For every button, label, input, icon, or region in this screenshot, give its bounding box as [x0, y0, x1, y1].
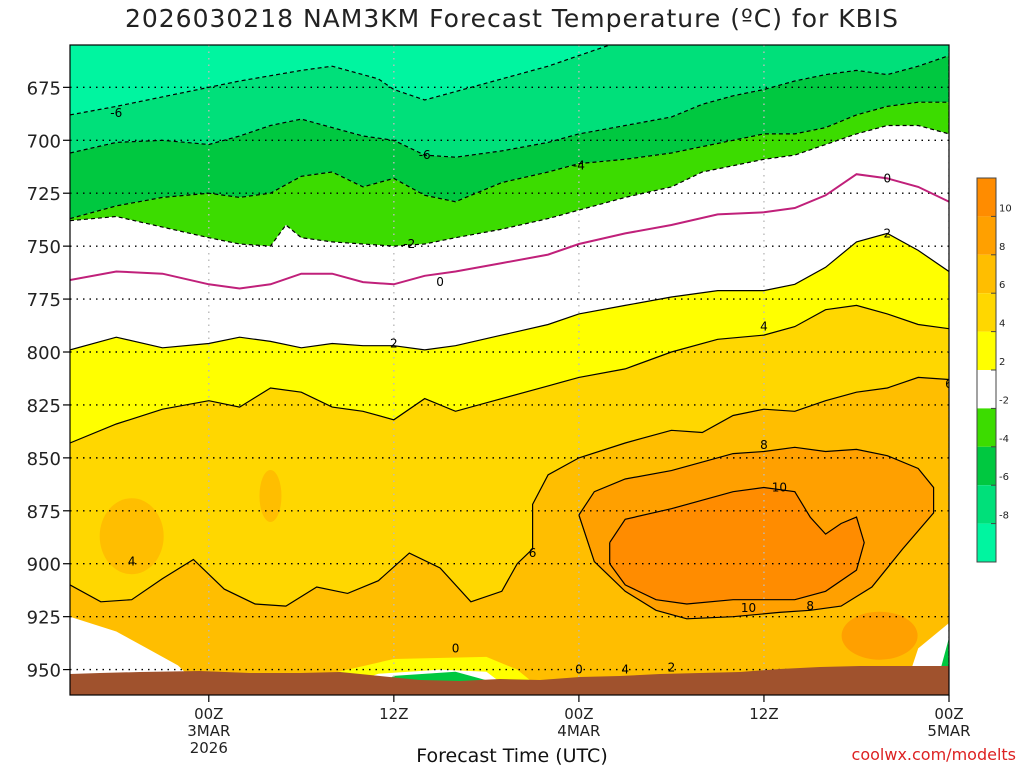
contour-line-6 — [70, 376, 949, 607]
colorbar-swatch — [977, 370, 996, 409]
grid-lines — [70, 45, 949, 695]
x-tick-label: 3MAR — [187, 722, 230, 740]
y-tick-label: 675 — [27, 78, 61, 99]
colorbar-swatch — [977, 485, 996, 524]
y-tick-label: 775 — [27, 290, 61, 311]
contour-label: 8 — [806, 599, 814, 613]
colorbar-swatch — [977, 293, 996, 332]
contour-label: -6 — [419, 148, 431, 162]
plot-area: -6 -6 -4 -2 0 2 4 6 8 10 10 8 6 4 0 4 2 0 0 2 — [70, 45, 953, 695]
contour-label: 4 — [760, 320, 768, 334]
colorbar-label: -8 — [999, 511, 1009, 522]
contour-line-minus-4 — [70, 101, 949, 220]
band-minus-6-to-minus-4 — [70, 55, 949, 219]
band-minus-2-to-2 — [70, 125, 949, 350]
x-axis-label: Forecast Time (UTC) — [416, 745, 608, 767]
colorbar-label: 4 — [999, 319, 1005, 330]
colorbar-swatch — [977, 408, 996, 447]
x-tick-label: 00Z — [194, 705, 223, 723]
contour-label: 4 — [128, 555, 136, 569]
colorbar-label: 6 — [999, 280, 1005, 291]
colorbar-swatch — [977, 446, 996, 486]
colorbar-label: 10 — [999, 203, 1012, 214]
y-tick-label: 825 — [27, 396, 61, 417]
colorbar-swatch — [977, 178, 996, 217]
chart-title: 2026030218 NAM3KM Forecast Temperature (… — [124, 4, 900, 33]
x-tick-label: 4MAR — [557, 722, 600, 740]
colorbar-swatch — [977, 254, 996, 294]
band-minus-8-to-minus-6 — [70, 45, 949, 158]
contour-label: -4 — [573, 159, 585, 173]
contour-labels: -6 -6 -4 -2 0 2 4 6 8 10 10 8 6 4 0 4 2 0 0 2 — [110, 106, 953, 677]
contour-label: 10 — [741, 601, 756, 615]
warm-pocket-west — [99, 498, 164, 575]
y-tick-label: 875 — [27, 502, 61, 523]
contour-line-4 — [70, 304, 949, 444]
x-tick-label: 00Z — [934, 705, 963, 723]
colorbar-label: -4 — [999, 434, 1009, 445]
y-tick-label: 725 — [27, 184, 61, 205]
contour-label: 6 — [529, 546, 537, 560]
colorbar-label: -6 — [999, 472, 1009, 483]
y-tick-label: 800 — [27, 343, 61, 364]
band-minus-4-to-minus-2 — [70, 102, 949, 247]
band-below-minus-8 — [70, 45, 610, 115]
credit-text: coolwx.com/modelts — [851, 745, 1016, 764]
colorbar: 10 8 6 4 2 -2 -4 -6 -8 — [976, 177, 1012, 563]
band-above-10 — [609, 487, 865, 604]
contour-label: 0 — [575, 663, 583, 677]
y-tick-label: 750 — [27, 237, 61, 258]
contour-line-2 — [70, 232, 949, 351]
contour-label: 4 — [621, 663, 629, 677]
contour-label: 2 — [668, 660, 676, 674]
x-tick-label: 12Z — [379, 705, 408, 723]
contour-line-minus-2 — [70, 124, 949, 247]
contour-label: 0 — [883, 171, 891, 185]
colorbar-swatch — [977, 523, 996, 562]
colorbar-swatch — [977, 331, 996, 370]
contour-lines — [70, 45, 949, 620]
contour-label: 0 — [436, 275, 444, 289]
y-tick-label: 925 — [27, 608, 61, 629]
terrain-ground — [70, 666, 949, 695]
contour-line-10 — [609, 486, 865, 605]
y-axis: 675 700 725 750 775 800 825 850 875 900 925 950 — [27, 78, 70, 682]
colorbar-swatch — [977, 216, 996, 255]
contour-line-0 — [70, 173, 949, 290]
colorbar-label: 8 — [999, 242, 1005, 253]
colorbar-label: -2 — [999, 395, 1009, 406]
y-tick-label: 850 — [27, 449, 61, 470]
y-tick-label: 950 — [27, 661, 61, 682]
contour-label: -2 — [403, 237, 415, 251]
contour-line-8 — [578, 446, 935, 620]
warm-pocket-central — [259, 469, 282, 522]
warm-pocket-east-low — [841, 611, 918, 660]
x-tick-label: 2026 — [190, 739, 228, 757]
contour-label: 2 — [883, 226, 891, 240]
contour-label: 0 — [452, 641, 460, 655]
contour-line-minus-6 — [70, 45, 610, 116]
contour-label: 2 — [390, 337, 398, 351]
contour-label: -6 — [110, 106, 122, 120]
y-tick-label: 700 — [27, 131, 61, 152]
colorbar-label: 2 — [999, 357, 1005, 368]
x-tick-label: 00Z — [564, 705, 593, 723]
contour-label: 10 — [772, 481, 787, 495]
contour-label: 8 — [760, 438, 768, 452]
x-tick-label: 5MAR — [927, 722, 970, 740]
x-tick-label: 12Z — [749, 705, 778, 723]
contour-label: 6 — [945, 377, 953, 391]
contour-line-minus-6 — [70, 55, 949, 158]
temperature-fill-layer — [70, 45, 949, 695]
y-tick-label: 900 — [27, 555, 61, 576]
plot-frame — [69, 44, 950, 696]
